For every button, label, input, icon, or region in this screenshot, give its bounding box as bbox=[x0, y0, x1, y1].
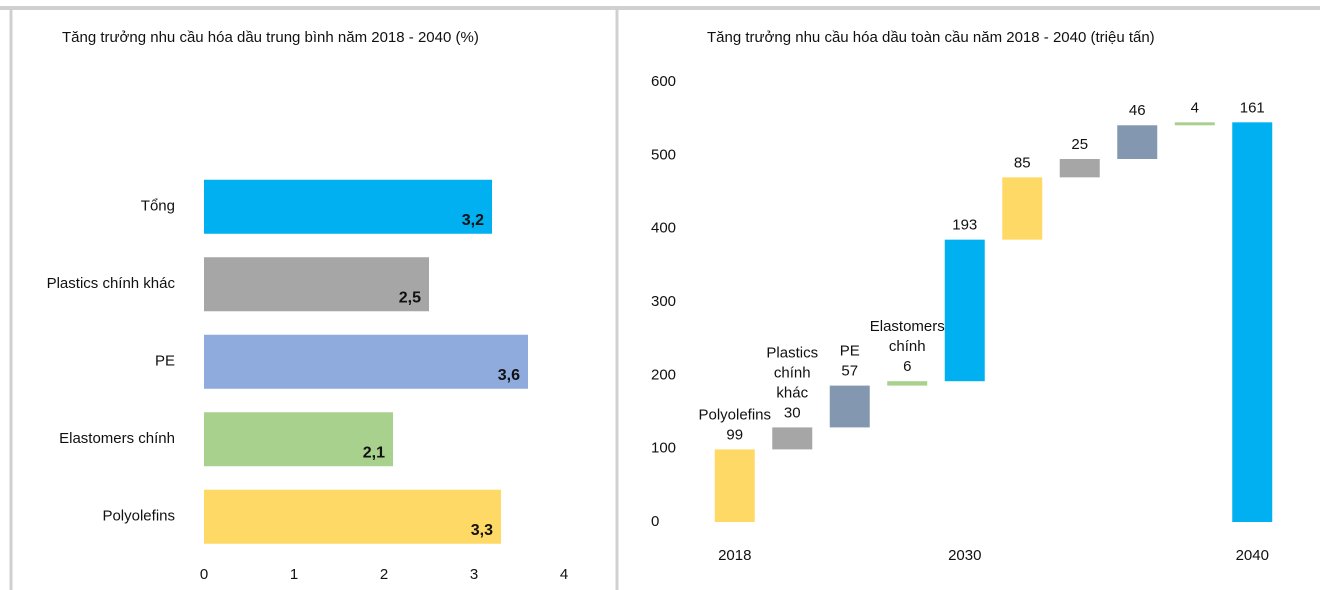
y-tick-label: Polyolefins bbox=[102, 508, 175, 525]
value-label: 161 bbox=[1240, 99, 1265, 116]
segment-label: Elastomers chính bbox=[870, 318, 945, 355]
x-tick-label: 4 bbox=[560, 566, 568, 583]
value-label: 3,3 bbox=[471, 522, 493, 539]
x-tick-label: 1 bbox=[290, 566, 298, 583]
value-label: 2,1 bbox=[363, 444, 385, 461]
y-tick-label: 100 bbox=[651, 440, 676, 457]
bar bbox=[944, 239, 985, 382]
y-tick-label: 0 bbox=[651, 513, 659, 530]
value-label: 99 bbox=[726, 426, 743, 443]
bar bbox=[1117, 125, 1158, 159]
x-tick-label: 2 bbox=[380, 566, 388, 583]
segment-label: PE bbox=[840, 343, 860, 360]
bar bbox=[1174, 122, 1215, 126]
bar bbox=[772, 427, 813, 450]
x-tick-label: 2018 bbox=[718, 547, 751, 564]
value-label: 3,6 bbox=[498, 367, 520, 384]
bar bbox=[1002, 177, 1043, 240]
value-label: 30 bbox=[784, 404, 801, 421]
x-tick-label: 3 bbox=[470, 566, 478, 583]
value-label: 2,5 bbox=[399, 289, 421, 306]
y-tick-label: Elastomers chính bbox=[59, 430, 175, 447]
bar bbox=[829, 385, 870, 428]
value-label: 25 bbox=[1071, 136, 1088, 153]
bar bbox=[204, 179, 492, 234]
value-label: 46 bbox=[1129, 102, 1146, 119]
bar bbox=[1232, 122, 1273, 522]
value-label: 3,2 bbox=[462, 212, 484, 229]
bar bbox=[714, 449, 755, 522]
bar bbox=[204, 412, 393, 467]
bar bbox=[204, 334, 528, 389]
y-tick-label: PE bbox=[155, 353, 175, 370]
y-tick-label: Tổng bbox=[141, 198, 175, 215]
bar bbox=[887, 381, 928, 386]
y-tick-label: 300 bbox=[651, 293, 676, 310]
value-label: 193 bbox=[952, 217, 977, 234]
y-tick-label: 500 bbox=[651, 146, 676, 163]
x-tick-label: 2040 bbox=[1236, 547, 1269, 564]
chart-title: Tăng trưởng nhu cầu hóa dầu toàn cầu năm… bbox=[707, 29, 1155, 46]
bar bbox=[1059, 159, 1100, 178]
value-label: 57 bbox=[841, 363, 858, 380]
segment-label: Plastics chính khác bbox=[766, 344, 818, 401]
y-tick-label: 400 bbox=[651, 220, 676, 237]
bar bbox=[204, 489, 501, 544]
value-label: 85 bbox=[1014, 154, 1031, 171]
y-tick-label: 600 bbox=[651, 73, 676, 90]
y-tick-label: Plastics chính khác bbox=[47, 275, 176, 292]
bar bbox=[204, 257, 429, 312]
chart-title: Tăng trưởng nhu cầu hóa dầu trung bình n… bbox=[62, 29, 479, 46]
y-tick-label: 200 bbox=[651, 366, 676, 383]
x-tick-label: 2030 bbox=[948, 547, 981, 564]
value-label: 4 bbox=[1191, 99, 1199, 116]
segment-label: Polyolefins bbox=[698, 406, 771, 423]
x-tick-label: 0 bbox=[200, 566, 208, 583]
value-label: 6 bbox=[903, 358, 911, 375]
